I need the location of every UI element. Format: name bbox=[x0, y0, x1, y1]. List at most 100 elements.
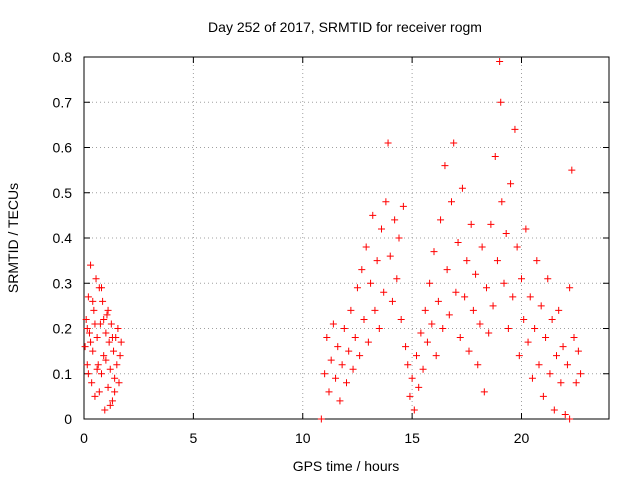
data-point bbox=[391, 216, 399, 224]
data-point bbox=[364, 338, 372, 346]
data-point bbox=[437, 216, 445, 224]
data-point bbox=[340, 325, 348, 332]
data-point bbox=[85, 329, 93, 337]
data-point bbox=[498, 198, 506, 206]
data-point bbox=[404, 361, 412, 369]
data-point bbox=[507, 180, 515, 188]
data-point bbox=[90, 306, 98, 314]
data-point bbox=[106, 401, 114, 409]
data-point bbox=[491, 153, 499, 161]
data-point bbox=[480, 388, 488, 396]
data-point bbox=[329, 320, 337, 328]
data-point bbox=[369, 211, 377, 219]
data-point bbox=[559, 343, 567, 351]
data-point bbox=[511, 125, 519, 133]
data-point bbox=[93, 365, 101, 373]
data-point bbox=[388, 297, 396, 305]
data-point bbox=[546, 370, 554, 378]
data-point bbox=[574, 347, 582, 355]
data-point bbox=[88, 379, 96, 387]
data-point bbox=[487, 220, 495, 228]
data-point bbox=[111, 374, 119, 382]
data-point bbox=[557, 379, 565, 387]
data-point bbox=[111, 388, 119, 396]
data-point bbox=[323, 334, 331, 342]
x-tick-label: 0 bbox=[80, 430, 88, 446]
data-point bbox=[94, 361, 102, 369]
data-point bbox=[443, 266, 451, 274]
data-point bbox=[338, 361, 346, 369]
data-point bbox=[419, 365, 427, 373]
data-point bbox=[417, 329, 425, 337]
data-point bbox=[345, 347, 353, 355]
data-point bbox=[472, 270, 480, 278]
data-point bbox=[450, 139, 458, 147]
data-point bbox=[117, 338, 125, 346]
data-point bbox=[108, 334, 116, 342]
x-tick-label: 10 bbox=[295, 430, 311, 446]
y-tick-label: 0.8 bbox=[53, 49, 73, 65]
data-point bbox=[563, 361, 571, 369]
data-point bbox=[542, 334, 550, 342]
data-point bbox=[513, 243, 521, 251]
data-point bbox=[95, 388, 103, 396]
axis-ticks: 0 5 10 15 20 0 0.1 0.2 0.3 0.4 0.5 0.6 0.7 0.8 bbox=[53, 49, 609, 446]
data-point bbox=[467, 220, 475, 228]
data-point bbox=[83, 325, 91, 332]
data-point bbox=[515, 352, 523, 360]
data-point bbox=[434, 297, 442, 305]
data-point bbox=[528, 374, 536, 382]
y-tick-label: 0.2 bbox=[53, 321, 73, 337]
data-point bbox=[102, 329, 110, 337]
data-point bbox=[497, 98, 505, 106]
data-point bbox=[397, 315, 405, 323]
data-point bbox=[561, 410, 569, 418]
data-point bbox=[458, 184, 466, 192]
data-point bbox=[321, 370, 329, 378]
data-point bbox=[570, 334, 578, 342]
data-point bbox=[502, 229, 510, 237]
data-point bbox=[428, 320, 436, 328]
data-point bbox=[360, 315, 368, 323]
data-points bbox=[81, 58, 585, 423]
data-point bbox=[367, 279, 375, 287]
data-point bbox=[100, 352, 108, 360]
data-point bbox=[353, 284, 361, 292]
data-point bbox=[476, 320, 484, 328]
data-point bbox=[465, 347, 473, 355]
data-point bbox=[421, 306, 429, 314]
x-tick-label: 15 bbox=[404, 430, 420, 446]
data-point bbox=[539, 392, 547, 400]
data-point bbox=[87, 261, 95, 269]
data-point bbox=[356, 352, 364, 360]
data-point bbox=[114, 325, 122, 332]
data-point bbox=[107, 320, 115, 328]
data-point bbox=[413, 352, 420, 360]
data-point bbox=[393, 275, 401, 283]
x-tick-label: 20 bbox=[514, 430, 530, 446]
data-point bbox=[439, 325, 447, 332]
y-tick-label: 0.6 bbox=[53, 140, 73, 156]
data-point bbox=[399, 202, 407, 210]
data-point bbox=[518, 275, 525, 283]
data-point bbox=[317, 415, 325, 423]
data-point bbox=[382, 198, 390, 206]
data-point bbox=[104, 306, 112, 314]
data-point bbox=[81, 343, 89, 351]
data-point bbox=[423, 338, 431, 346]
grid bbox=[84, 57, 609, 419]
data-point bbox=[386, 252, 394, 260]
data-point bbox=[531, 325, 539, 332]
data-point bbox=[89, 347, 97, 355]
data-point bbox=[102, 356, 110, 364]
data-point bbox=[347, 306, 355, 314]
data-point bbox=[384, 139, 392, 147]
data-point bbox=[98, 370, 105, 378]
data-point bbox=[358, 266, 366, 274]
data-point bbox=[334, 343, 342, 351]
data-point bbox=[553, 352, 560, 360]
data-point bbox=[454, 239, 462, 247]
data-point bbox=[371, 306, 379, 314]
data-point bbox=[84, 370, 92, 378]
data-point bbox=[83, 361, 91, 369]
